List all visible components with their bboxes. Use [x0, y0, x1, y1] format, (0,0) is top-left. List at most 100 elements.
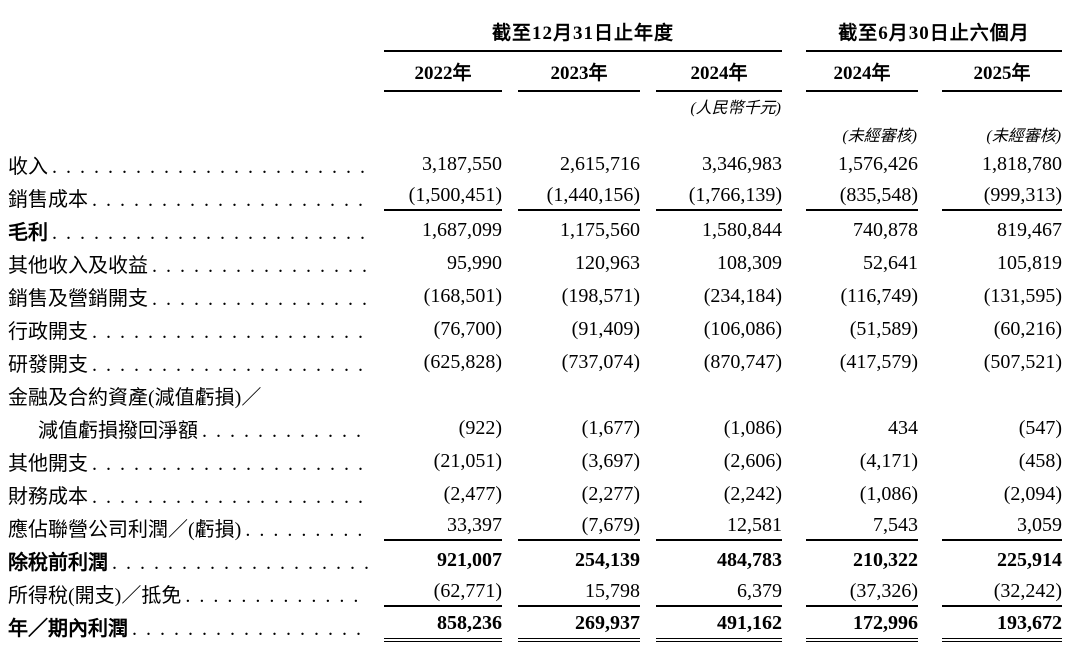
row-label: 研發開支: [8, 346, 368, 379]
cell-value: (168,501): [368, 280, 502, 313]
cell-value: [640, 379, 782, 412]
year-header-2025-interim-label: 2025年: [942, 58, 1063, 92]
cell-value: [918, 379, 1062, 412]
cell-value-text: (999,313): [942, 184, 1063, 211]
cell-value: (547): [918, 412, 1062, 445]
cell-value-text: 7,543: [806, 514, 919, 541]
row-label-text: 年／期內利潤: [8, 618, 128, 640]
cell-value: (1,086): [782, 478, 918, 511]
row-label: 毛利: [8, 214, 368, 247]
spacer: [502, 92, 640, 120]
row-label-text: 毛利: [8, 222, 48, 244]
cell-value-text: (91,409): [571, 318, 640, 340]
table-row: 所得稅(開支)／抵免 (62,771) 15,798 6,379 (37,326) (32…: [8, 577, 1063, 610]
row-label: 財務成本: [8, 478, 368, 511]
cell-value-text: 120,963: [575, 252, 640, 274]
cell-value-text: 1,576,426: [838, 153, 919, 175]
spacer: [368, 120, 502, 148]
row-label: 行政開支: [8, 313, 368, 346]
cell-value: 6,379: [640, 577, 783, 610]
cell-value-text: 3,187,550: [422, 153, 502, 175]
cell-value: (4,171): [782, 445, 918, 478]
cell-value-text: (4,171): [859, 450, 919, 472]
cell-value-text: 108,309: [717, 252, 783, 274]
cell-value-text: 819,467: [997, 219, 1063, 241]
cell-value-text: (131,595): [983, 285, 1063, 307]
cell-value-text: 921,007: [437, 549, 502, 571]
cell-value: (91,409): [502, 313, 640, 346]
cell-value-text: 740,878: [853, 219, 919, 241]
cell-value-text: 2,615,716: [560, 153, 640, 175]
cell-value-text: 1,175,560: [560, 219, 640, 241]
row-label-text: 金融及合約資產(減值虧損)／: [8, 387, 262, 409]
row-label-text: 研發開支: [8, 354, 88, 376]
cell-value-text: (1,500,451): [384, 184, 502, 211]
cell-value: (116,749): [782, 280, 918, 313]
cell-value-text: (737,074): [561, 351, 640, 373]
cell-value-text: (547): [1018, 417, 1063, 439]
cell-value: (1,677): [502, 412, 640, 445]
cell-value: (131,595): [918, 280, 1062, 313]
cell-value-text: 210,322: [853, 549, 919, 571]
cell-value: 15,798: [502, 577, 640, 610]
cell-value: 3,059: [918, 511, 1063, 544]
cell-value-text: 15,798: [518, 580, 640, 607]
cell-value: (62,771): [368, 577, 502, 610]
row-label-text: 除稅前利潤: [8, 552, 108, 574]
cell-value: 1,580,844: [640, 214, 782, 247]
cell-value-text: (51,589): [849, 318, 919, 340]
cell-value: 484,783: [640, 544, 782, 577]
spacer: [782, 92, 918, 120]
cell-value: [502, 379, 640, 412]
cell-value: (1,766,139): [640, 181, 783, 214]
row-label-text: 銷售成本: [8, 189, 88, 211]
year-header-2022-label: 2022年: [384, 58, 502, 92]
cell-value: 105,819: [918, 247, 1062, 280]
table-row: 毛利 1,687,099 1,175,560 1,580,844 740,878 819,…: [8, 214, 1062, 247]
year-header-2024: 2024年: [640, 52, 783, 92]
cell-value-text: (37,326): [806, 580, 919, 607]
dot-leader: [92, 453, 368, 476]
cell-value: 1,175,560: [502, 214, 640, 247]
cell-value-text: 172,996: [806, 612, 919, 642]
row-label-text: 財務成本: [8, 486, 88, 508]
row-label-text: 減值虧損撥回淨額: [38, 420, 198, 442]
row-label: 應佔聯營公司利潤／(虧損): [8, 511, 368, 544]
cell-value: (2,606): [640, 445, 782, 478]
cell-value-text: (168,501): [423, 285, 502, 307]
cell-value: (922): [368, 412, 502, 445]
table-body: 收入 3,187,550 2,615,716 3,346,983 1,576,426 1,…: [8, 148, 1063, 643]
cell-value: (1,440,156): [502, 181, 640, 214]
row-label: 年／期內利潤: [8, 610, 368, 643]
row-label: 其他收入及收益: [8, 247, 368, 280]
cell-value: (21,051): [368, 445, 502, 478]
unaudited-note-row: (未經審核) (未經審核): [8, 120, 1062, 148]
spacer: [918, 92, 1062, 120]
cell-value-text: 491,162: [656, 612, 783, 642]
dot-leader: [132, 618, 368, 641]
table-row: 應佔聯營公司利潤／(虧損) 33,397 (7,679) 12,581 7,543 3,0…: [8, 511, 1063, 544]
cell-value-text: (2,277): [581, 483, 640, 505]
year-header-2022: 2022年: [368, 52, 502, 92]
cell-value: 740,878: [782, 214, 918, 247]
year-header-2023-label: 2023年: [518, 58, 640, 92]
row-label-text: 應佔聯營公司利潤／(虧損): [8, 519, 242, 541]
row-label-text: 銷售及營銷開支: [8, 288, 148, 310]
table-row: 財務成本 (2,477) (2,277) (2,242) (1,086) (2,094): [8, 478, 1062, 511]
cell-value: (625,828): [368, 346, 502, 379]
cell-value-text: 269,937: [518, 612, 640, 642]
cell-value: 3,346,983: [640, 148, 782, 181]
cell-value-text: 225,914: [997, 549, 1063, 571]
cell-value-text: 6,379: [656, 580, 783, 607]
dot-leader: [52, 222, 368, 245]
cell-value-text: (1,766,139): [656, 184, 783, 211]
cell-value: (2,094): [918, 478, 1062, 511]
table-row: 除稅前利潤 921,007 254,139 484,783 210,322 225,914: [8, 544, 1062, 577]
cell-value-text: (417,579): [839, 351, 919, 373]
header-spacer: [8, 8, 368, 52]
cell-value: 819,467: [918, 214, 1062, 247]
cell-value-text: (21,051): [433, 450, 502, 472]
cell-value: 120,963: [502, 247, 640, 280]
table-row: 銷售及營銷開支 (168,501) (198,571) (234,184) (116,7…: [8, 280, 1062, 313]
cell-value-text: 484,783: [717, 549, 783, 571]
